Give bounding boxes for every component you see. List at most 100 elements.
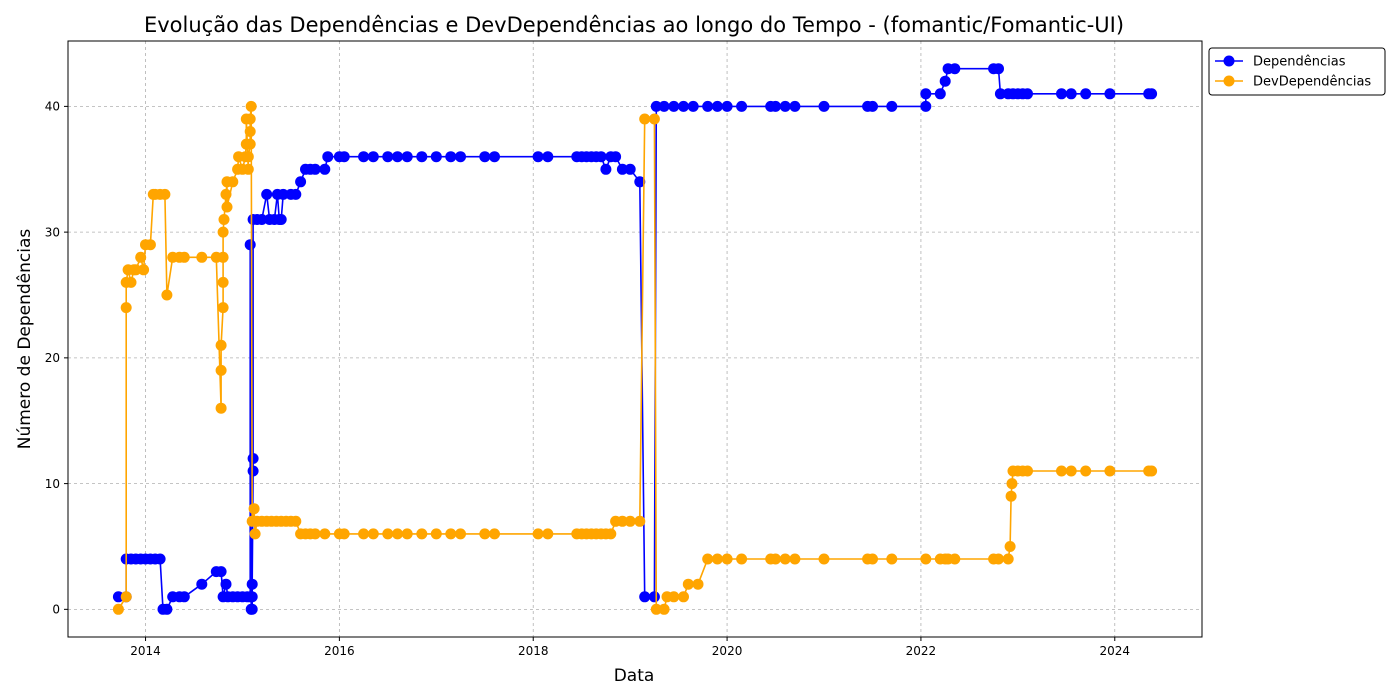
data-point-dependencias	[920, 88, 932, 100]
data-point-devdependencias	[736, 553, 748, 565]
data-point-dependencias	[416, 151, 428, 163]
data-point-devdependencias	[401, 528, 413, 540]
data-point-devdependencias	[702, 553, 714, 565]
data-point-dependencias	[886, 100, 898, 112]
data-point-dependencias	[244, 239, 256, 251]
data-point-dependencias	[112, 591, 124, 603]
data-point-dependencias	[215, 566, 227, 578]
data-point-devdependencias	[217, 276, 229, 288]
data-point-devdependencias	[138, 264, 150, 276]
data-point-devdependencias	[1002, 553, 1014, 565]
data-point-dependencias	[818, 100, 830, 112]
data-point-dependencias	[1080, 88, 1092, 100]
data-point-devdependencias	[1022, 465, 1033, 477]
data-point-devdependencias	[244, 126, 256, 137]
data-point-devdependencias	[1005, 490, 1017, 502]
data-point-dependencias	[993, 63, 1004, 75]
data-point-devdependencias	[1006, 478, 1018, 490]
data-point-dependencias	[401, 151, 413, 163]
data-point-dependencias	[358, 151, 370, 163]
data-point-devdependencias	[920, 553, 932, 565]
data-point-dependencias	[247, 465, 259, 477]
data-point-devdependencias	[1065, 465, 1077, 477]
data-point-devdependencias	[721, 553, 733, 565]
data-point-devdependencias	[668, 591, 680, 603]
data-point-devdependencias	[993, 553, 1004, 565]
data-point-devdependencias	[532, 528, 544, 540]
data-point-dependencias	[1065, 88, 1077, 100]
data-point-dependencias	[650, 100, 662, 112]
data-point-dependencias	[322, 151, 334, 163]
y-tick-label: 40	[45, 100, 60, 114]
series-dependencias	[112, 63, 1158, 615]
data-point-dependencias	[246, 603, 258, 615]
data-point-dependencias	[934, 88, 946, 100]
data-point-devdependencias	[678, 591, 689, 603]
data-point-devdependencias	[605, 528, 617, 540]
data-point-devdependencias	[178, 251, 190, 263]
data-point-devdependencias	[120, 302, 132, 314]
data-point-devdependencias	[244, 113, 256, 125]
axis-ticks: 2014 2016 2018 2020 2022 2024 0 10 20 30 40	[45, 100, 1130, 658]
data-point-devdependencias	[949, 553, 961, 565]
data-point-devdependencias	[244, 138, 256, 150]
legend-label-dependencias: Dependências	[1253, 55, 1346, 70]
data-point-devdependencias	[1146, 465, 1158, 477]
data-point-devdependencias	[367, 528, 379, 540]
data-point-dependencias	[246, 591, 258, 603]
data-point-devdependencias	[217, 302, 229, 314]
data-point-devdependencias	[309, 528, 321, 540]
data-point-dependencias	[600, 163, 612, 175]
data-point-dependencias	[711, 100, 723, 112]
data-point-dependencias	[430, 151, 442, 163]
data-point-devdependencias	[120, 591, 132, 603]
data-point-dependencias	[949, 63, 961, 75]
data-point-devdependencias	[159, 188, 171, 200]
data-point-dependencias	[1022, 88, 1033, 100]
data-point-dependencias	[247, 453, 259, 464]
data-point-dependencias	[610, 151, 622, 163]
data-point-dependencias	[532, 151, 544, 163]
data-point-dependencias	[489, 151, 500, 163]
data-point-devdependencias	[1004, 541, 1016, 552]
data-point-devdependencias	[1056, 465, 1067, 477]
data-point-devdependencias	[161, 289, 173, 301]
data-point-dependencias	[721, 100, 733, 112]
data-point-dependencias	[1146, 88, 1158, 100]
legend-frame	[1208, 47, 1386, 96]
data-point-devdependencias	[648, 113, 660, 125]
data-point-dependencias	[779, 100, 791, 112]
data-point-devdependencias	[650, 603, 662, 615]
data-point-devdependencias	[634, 515, 646, 527]
data-point-dependencias	[445, 151, 457, 163]
data-point-devdependencias	[489, 528, 500, 540]
data-point-devdependencias	[770, 553, 781, 565]
data-point-devdependencias	[245, 100, 257, 112]
data-point-dependencias	[382, 151, 394, 163]
series-layer	[112, 63, 1158, 615]
data-point-devdependencias	[220, 188, 232, 200]
data-point-dependencias	[295, 176, 307, 188]
data-point-devdependencias	[1104, 465, 1116, 477]
data-point-devdependencias	[818, 553, 830, 565]
y-tick-label: 10	[45, 477, 60, 491]
data-point-devdependencias	[382, 528, 394, 540]
data-point-dependencias	[658, 100, 670, 112]
data-point-dependencias	[290, 188, 302, 200]
data-point-devdependencias	[248, 503, 260, 515]
data-point-devdependencias	[542, 528, 554, 540]
data-point-devdependencias	[135, 251, 147, 263]
data-point-dependencias	[639, 591, 651, 603]
data-point-devdependencias	[624, 515, 636, 527]
data-point-dependencias	[277, 188, 289, 200]
data-point-devdependencias	[867, 553, 878, 565]
data-point-devdependencias	[112, 603, 124, 615]
x-tick-label: 2020	[712, 644, 743, 658]
data-point-devdependencias	[479, 528, 491, 540]
data-point-devdependencias	[196, 251, 208, 263]
x-tick-label: 2024	[1099, 644, 1130, 658]
data-point-devdependencias	[430, 528, 442, 540]
data-point-dependencias	[196, 578, 208, 590]
